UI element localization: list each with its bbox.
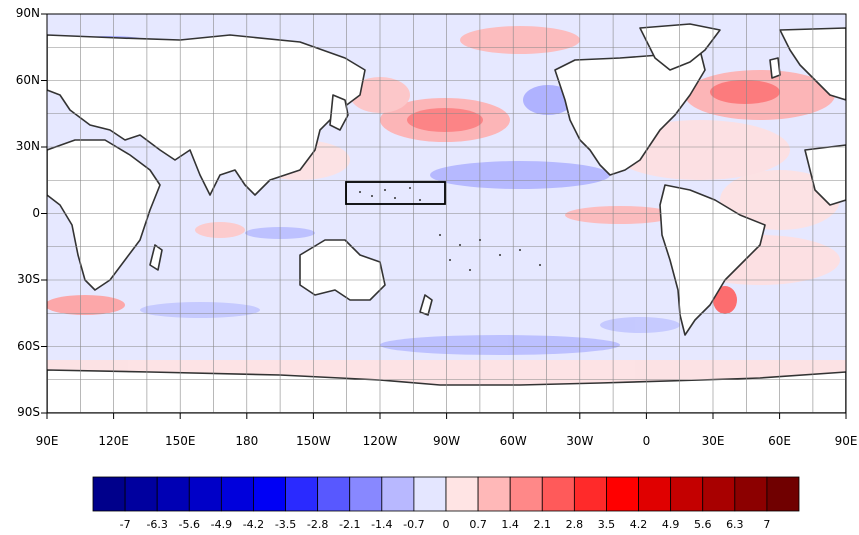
colorbar-swatch xyxy=(445,476,479,512)
lon-label-150e: 150E xyxy=(164,434,196,448)
colorbar-tick-label: 5.6 xyxy=(693,518,712,531)
lat-label-90s: 90S xyxy=(17,405,40,419)
colorbar-tick-label: -0.7 xyxy=(403,518,425,531)
colorbar-swatch xyxy=(381,476,415,512)
colorbar-tick-label: -6.3 xyxy=(146,518,168,531)
colorbar-swatch xyxy=(156,476,190,512)
new-zealand-land xyxy=(419,294,433,316)
colorbar-swatch xyxy=(253,476,286,512)
lon-label-30w: 30W xyxy=(566,434,594,448)
colorbar-swatch xyxy=(188,476,222,512)
colorbar-swatch xyxy=(734,476,768,512)
colorbar-swatch xyxy=(124,476,158,512)
colorbar-swatch xyxy=(638,476,672,512)
colorbar-tick-label: -2.1 xyxy=(338,518,361,531)
africa-land xyxy=(47,139,161,291)
lon-label-90e-left: 90E xyxy=(35,434,59,448)
lat-label-0: 0 xyxy=(32,206,40,220)
colorbar-tick-label: -4.2 xyxy=(242,518,265,531)
colorbar-tick-label: 1.4 xyxy=(501,518,519,531)
africa-right-land xyxy=(804,144,846,206)
colorbar-tick-label: 7 xyxy=(763,518,771,531)
pacific-islands xyxy=(359,187,541,271)
lon-label-150w: 150W xyxy=(296,434,331,448)
colorbar-tick-label: -4.9 xyxy=(210,518,233,531)
colorbar-tick-label: 2.1 xyxy=(533,518,552,531)
colorbar-tick-label: 0 xyxy=(442,518,450,531)
colorbar-tick-label: 3.5 xyxy=(597,518,616,531)
colorbar-tick-label: -1.4 xyxy=(371,518,393,531)
colorbar-swatch xyxy=(573,476,607,512)
colorbar-swatch xyxy=(413,476,447,512)
colorbar-swatch xyxy=(285,476,319,512)
lat-label-60s: 60S xyxy=(17,339,40,353)
colorbar-swatch xyxy=(670,476,704,512)
graticule xyxy=(47,14,846,413)
colorbar-tick-label: 6.3 xyxy=(726,518,744,531)
lon-label-180: 180 xyxy=(235,434,259,448)
colorbar-tick-label: -3.5 xyxy=(274,518,297,531)
cool-anomaly-patches xyxy=(70,36,680,355)
colorbar-tick-label: 4.2 xyxy=(629,518,648,531)
colorbar-swatch xyxy=(477,476,511,512)
lon-label-0: 0 xyxy=(642,434,651,448)
colorbar-tick-label: -2.8 xyxy=(306,518,329,531)
study-region-box xyxy=(345,181,446,205)
south-america-land xyxy=(659,184,766,336)
australia-land xyxy=(299,239,386,301)
colorbar-tick-label: 4.9 xyxy=(661,518,680,531)
japan-land xyxy=(329,94,349,131)
colorbar-swatch xyxy=(541,476,575,512)
colorbar-swatch xyxy=(220,476,254,512)
lat-label-90n: 90N xyxy=(15,6,40,20)
eurasia-land xyxy=(47,34,366,196)
colorbar-swatch xyxy=(92,476,126,512)
lat-label-30s: 30S xyxy=(17,272,40,286)
colorbar-swatch xyxy=(606,476,639,512)
tick-marks xyxy=(41,13,847,419)
colorbar xyxy=(92,476,800,512)
lon-label-60e: 60E xyxy=(768,434,792,448)
colorbar-swatch xyxy=(317,476,351,512)
madagascar-land xyxy=(149,244,163,271)
colorbar-swatch xyxy=(766,476,800,512)
uk-land xyxy=(769,57,781,79)
colorbar-tick-label: 2.8 xyxy=(565,518,584,531)
lon-label-30e: 30E xyxy=(701,434,725,448)
colorbar-swatch xyxy=(509,476,543,512)
lon-label-120e: 120E xyxy=(98,434,129,448)
colorbar-tick-label: -5.6 xyxy=(178,518,200,531)
colorbar-swatch xyxy=(349,476,383,512)
colorbar-tick-label: -7 xyxy=(119,518,131,531)
colorbar-swatch xyxy=(702,476,736,512)
lon-label-90w: 90W xyxy=(433,434,461,448)
lat-label-60n: 60N xyxy=(15,73,40,87)
lon-label-60w: 60W xyxy=(499,434,527,448)
lat-label-30n: 30N xyxy=(15,139,40,153)
colorbar-tick-label: 0.7 xyxy=(469,518,487,531)
lon-label-120w: 120W xyxy=(362,434,398,448)
lon-label-90e-right: 90E xyxy=(834,434,858,448)
